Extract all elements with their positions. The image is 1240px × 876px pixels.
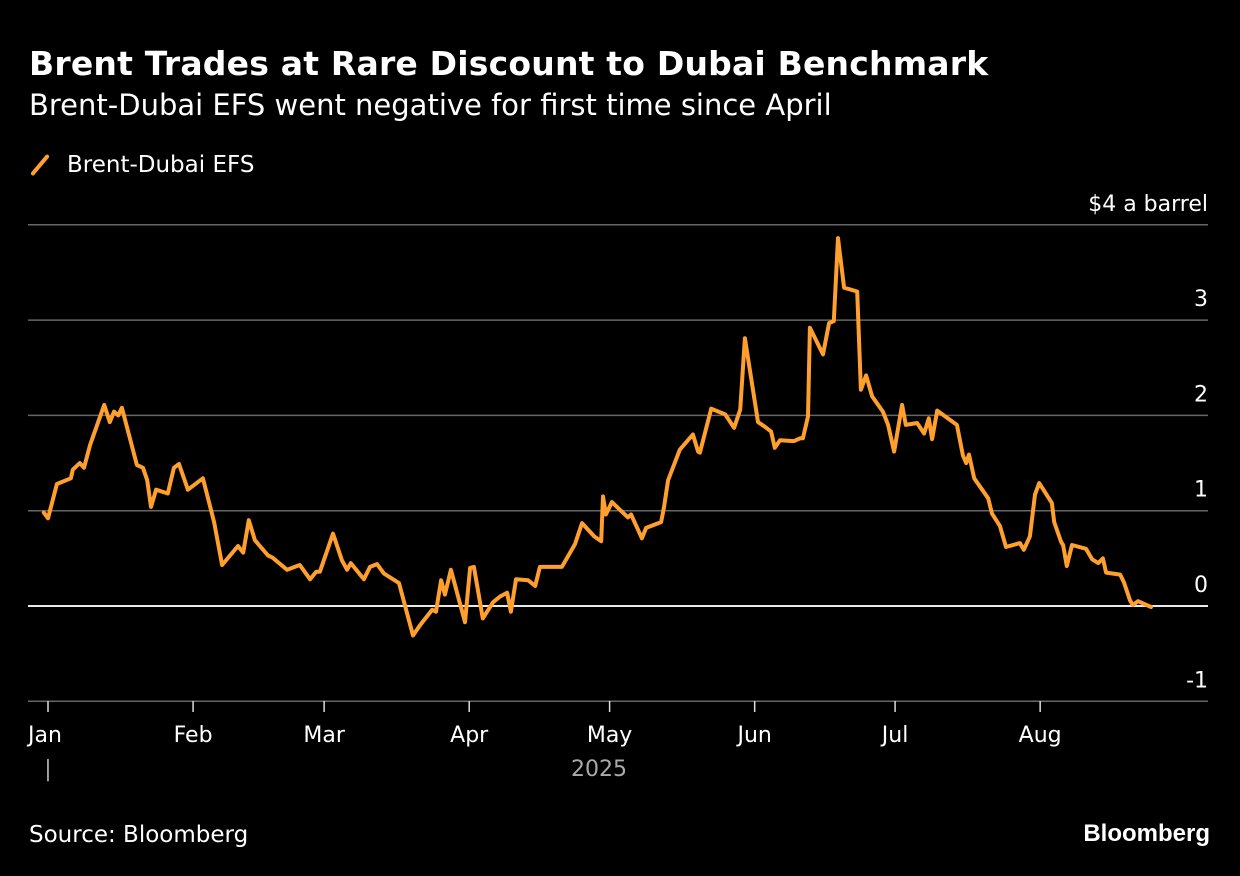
- x-tick-label: Aug: [1019, 723, 1062, 748]
- x-tick-label: Jan: [26, 723, 62, 748]
- source-note: Source: Bloomberg: [29, 822, 249, 848]
- x-tick-label: Feb: [174, 723, 213, 748]
- series-line-brent-dubai-efs: [41, 236, 1154, 638]
- chart-subtitle: Brent-Dubai EFS went negative for first …: [29, 88, 832, 122]
- y-tick-label: 0: [1194, 573, 1208, 598]
- x-tick-label: Jun: [735, 723, 771, 748]
- x-tick-label: May: [587, 723, 632, 748]
- legend: Brent-Dubai EFS: [29, 152, 254, 178]
- y-tick-label: 3: [1194, 287, 1208, 312]
- y-tick-label: $4 a barrel: [1088, 192, 1208, 217]
- y-tick-label: 2: [1194, 382, 1208, 407]
- bloomberg-logo: Bloomberg: [1083, 820, 1210, 847]
- x-tick-label: Mar: [303, 723, 345, 748]
- x-axis-year-label: 2025: [571, 757, 627, 782]
- x-tick-label: Jul: [880, 723, 909, 748]
- year-marker: |: [44, 757, 51, 782]
- y-tick-label: -1: [1186, 668, 1208, 693]
- y-tick-label: 1: [1194, 478, 1208, 503]
- chart-title: Brent Trades at Rare Discount to Dubai B…: [29, 44, 989, 83]
- legend-label: Brent-Dubai EFS: [67, 152, 255, 178]
- x-tick-label: Apr: [450, 723, 489, 748]
